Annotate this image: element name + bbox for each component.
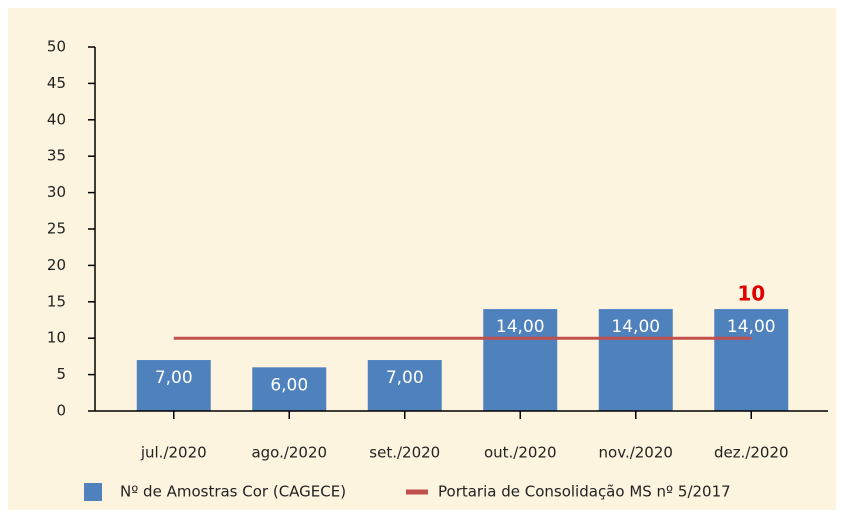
bar	[367, 360, 442, 411]
annotation: 10	[737, 282, 765, 306]
bar-value-label: 14,00	[611, 317, 660, 337]
x-tick-label: jul./2020	[140, 444, 207, 462]
bar-value-label: 6,00	[270, 375, 308, 395]
y-tick-label: 35	[47, 147, 66, 165]
bar	[714, 309, 789, 411]
bar-value-label: 7,00	[386, 368, 424, 388]
bar-value-label: 14,00	[727, 317, 776, 337]
x-tick-label: set./2020	[369, 444, 440, 462]
y-tick-label: 5	[56, 365, 66, 383]
legend-swatch	[84, 483, 102, 501]
x-tick-label: nov./2020	[599, 444, 673, 462]
bar	[483, 309, 558, 411]
y-tick-label: 25	[47, 220, 66, 238]
x-tick-label: dez./2020	[714, 444, 789, 462]
bar	[136, 360, 211, 411]
bar	[252, 367, 327, 411]
y-tick-label: 10	[47, 329, 66, 347]
y-tick-label: 45	[47, 74, 66, 92]
bar	[598, 309, 673, 411]
y-tick-label: 30	[47, 183, 66, 201]
bar-value-label: 7,00	[155, 368, 193, 388]
x-tick-label: out./2020	[484, 444, 557, 462]
y-tick-label: 15	[47, 292, 66, 310]
bar-value-label: 14,00	[496, 317, 545, 337]
x-tick-label: ago./2020	[251, 444, 327, 462]
legend-label: Portaria de Consolidação MS nº 5/2017	[438, 483, 731, 501]
y-tick-label: 50	[47, 38, 66, 56]
chart-background	[8, 8, 836, 510]
y-tick-label: 0	[56, 402, 66, 420]
y-tick-label: 40	[47, 110, 66, 128]
legend-label: Nº de Amostras Cor (CAGECE)	[120, 483, 346, 501]
y-tick-label: 20	[47, 256, 66, 274]
